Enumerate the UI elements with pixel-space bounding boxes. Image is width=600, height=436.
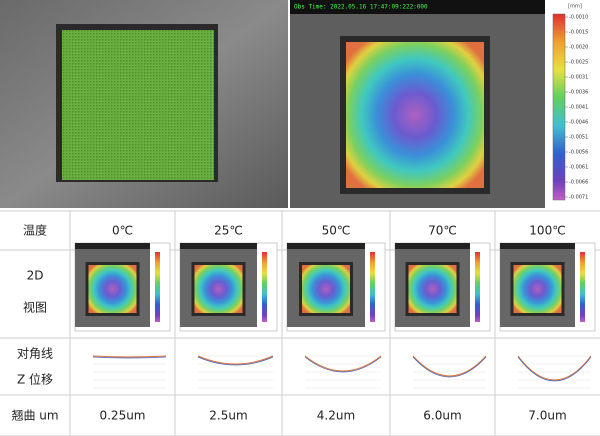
thumb-colorbar — [475, 252, 480, 322]
cell-text: 4.2um — [317, 409, 355, 423]
mini-curve — [517, 355, 592, 381]
thumb-colorbar — [580, 252, 585, 322]
thumb-bar — [287, 243, 365, 249]
title-bar — [290, 0, 545, 14]
cell-text: 对角线 — [17, 347, 53, 361]
thumb-heat — [302, 265, 350, 313]
mini-curve — [412, 355, 487, 377]
mini-curve — [304, 355, 382, 372]
colorbar-label: -0.0071 — [569, 195, 588, 201]
cell-text: 7.0um — [528, 409, 566, 423]
colorbar-label: -0.0020 — [569, 45, 588, 51]
mini-curve — [304, 356, 382, 373]
cell-text: Z 位移 — [17, 372, 53, 387]
thumb-bar — [180, 243, 257, 249]
colorbar-label: -0.0015 — [569, 30, 588, 36]
mini-curve — [92, 355, 167, 358]
mini-curve — [197, 356, 274, 366]
thumb-heat — [513, 265, 562, 313]
cell-text: 翘曲 um — [11, 409, 58, 423]
cell-text: 70℃ — [428, 224, 457, 238]
thumb-colorbar — [155, 252, 160, 322]
cell-text: 2.5um — [209, 409, 247, 423]
colorbar-label: -0.0066 — [569, 180, 588, 186]
thumb-bar — [395, 243, 470, 249]
mini-chart — [500, 343, 595, 391]
cell-text: 100℃ — [529, 224, 565, 238]
obs-time: Obs Time: 2022.05.16 17:47:09:222:000 — [294, 4, 428, 11]
mini-chart — [75, 343, 170, 391]
colorbar-label: -0.0056 — [569, 150, 588, 156]
cell-text: 0.25um — [99, 409, 145, 423]
colorbar-label: -0.0041 — [569, 105, 588, 111]
colorbar — [552, 13, 566, 201]
colorbar-label: -0.0031 — [569, 75, 588, 81]
colorbar-label: -0.0036 — [569, 90, 588, 96]
cell-text: 温度 — [23, 223, 47, 238]
mini-curve — [92, 356, 167, 359]
colorbar-label: -0.0010 — [569, 15, 588, 21]
colorbar-label: -0.0061 — [569, 165, 588, 171]
mini-curve — [197, 355, 274, 365]
cell-text: 6.0um — [423, 409, 461, 423]
thumb-bar — [75, 243, 150, 249]
cell-text: 0℃ — [112, 224, 133, 238]
colorbar-label: -0.0051 — [569, 135, 588, 141]
thumb-heat — [408, 265, 457, 313]
thumb-heat — [194, 265, 243, 313]
colorbar-unit: [mm] — [568, 4, 582, 10]
mini-curve — [412, 356, 487, 378]
colorbar-label: -0.0046 — [569, 120, 588, 126]
thumb-bar — [500, 243, 575, 249]
mini-chart — [287, 343, 385, 391]
thumb-colorbar — [370, 252, 375, 322]
heat-map — [346, 42, 484, 188]
cell-text: 50℃ — [322, 224, 351, 238]
cell-text: 2D — [27, 269, 44, 283]
thumb-heat — [88, 265, 137, 313]
mini-curve — [517, 356, 592, 382]
chip-pattern — [62, 30, 214, 180]
thumb-colorbar — [262, 252, 267, 322]
cell-text: 25℃ — [214, 224, 243, 238]
mini-chart — [180, 343, 277, 391]
colorbar-label: -0.0025 — [569, 60, 588, 66]
cell-text: 视图 — [23, 300, 47, 315]
